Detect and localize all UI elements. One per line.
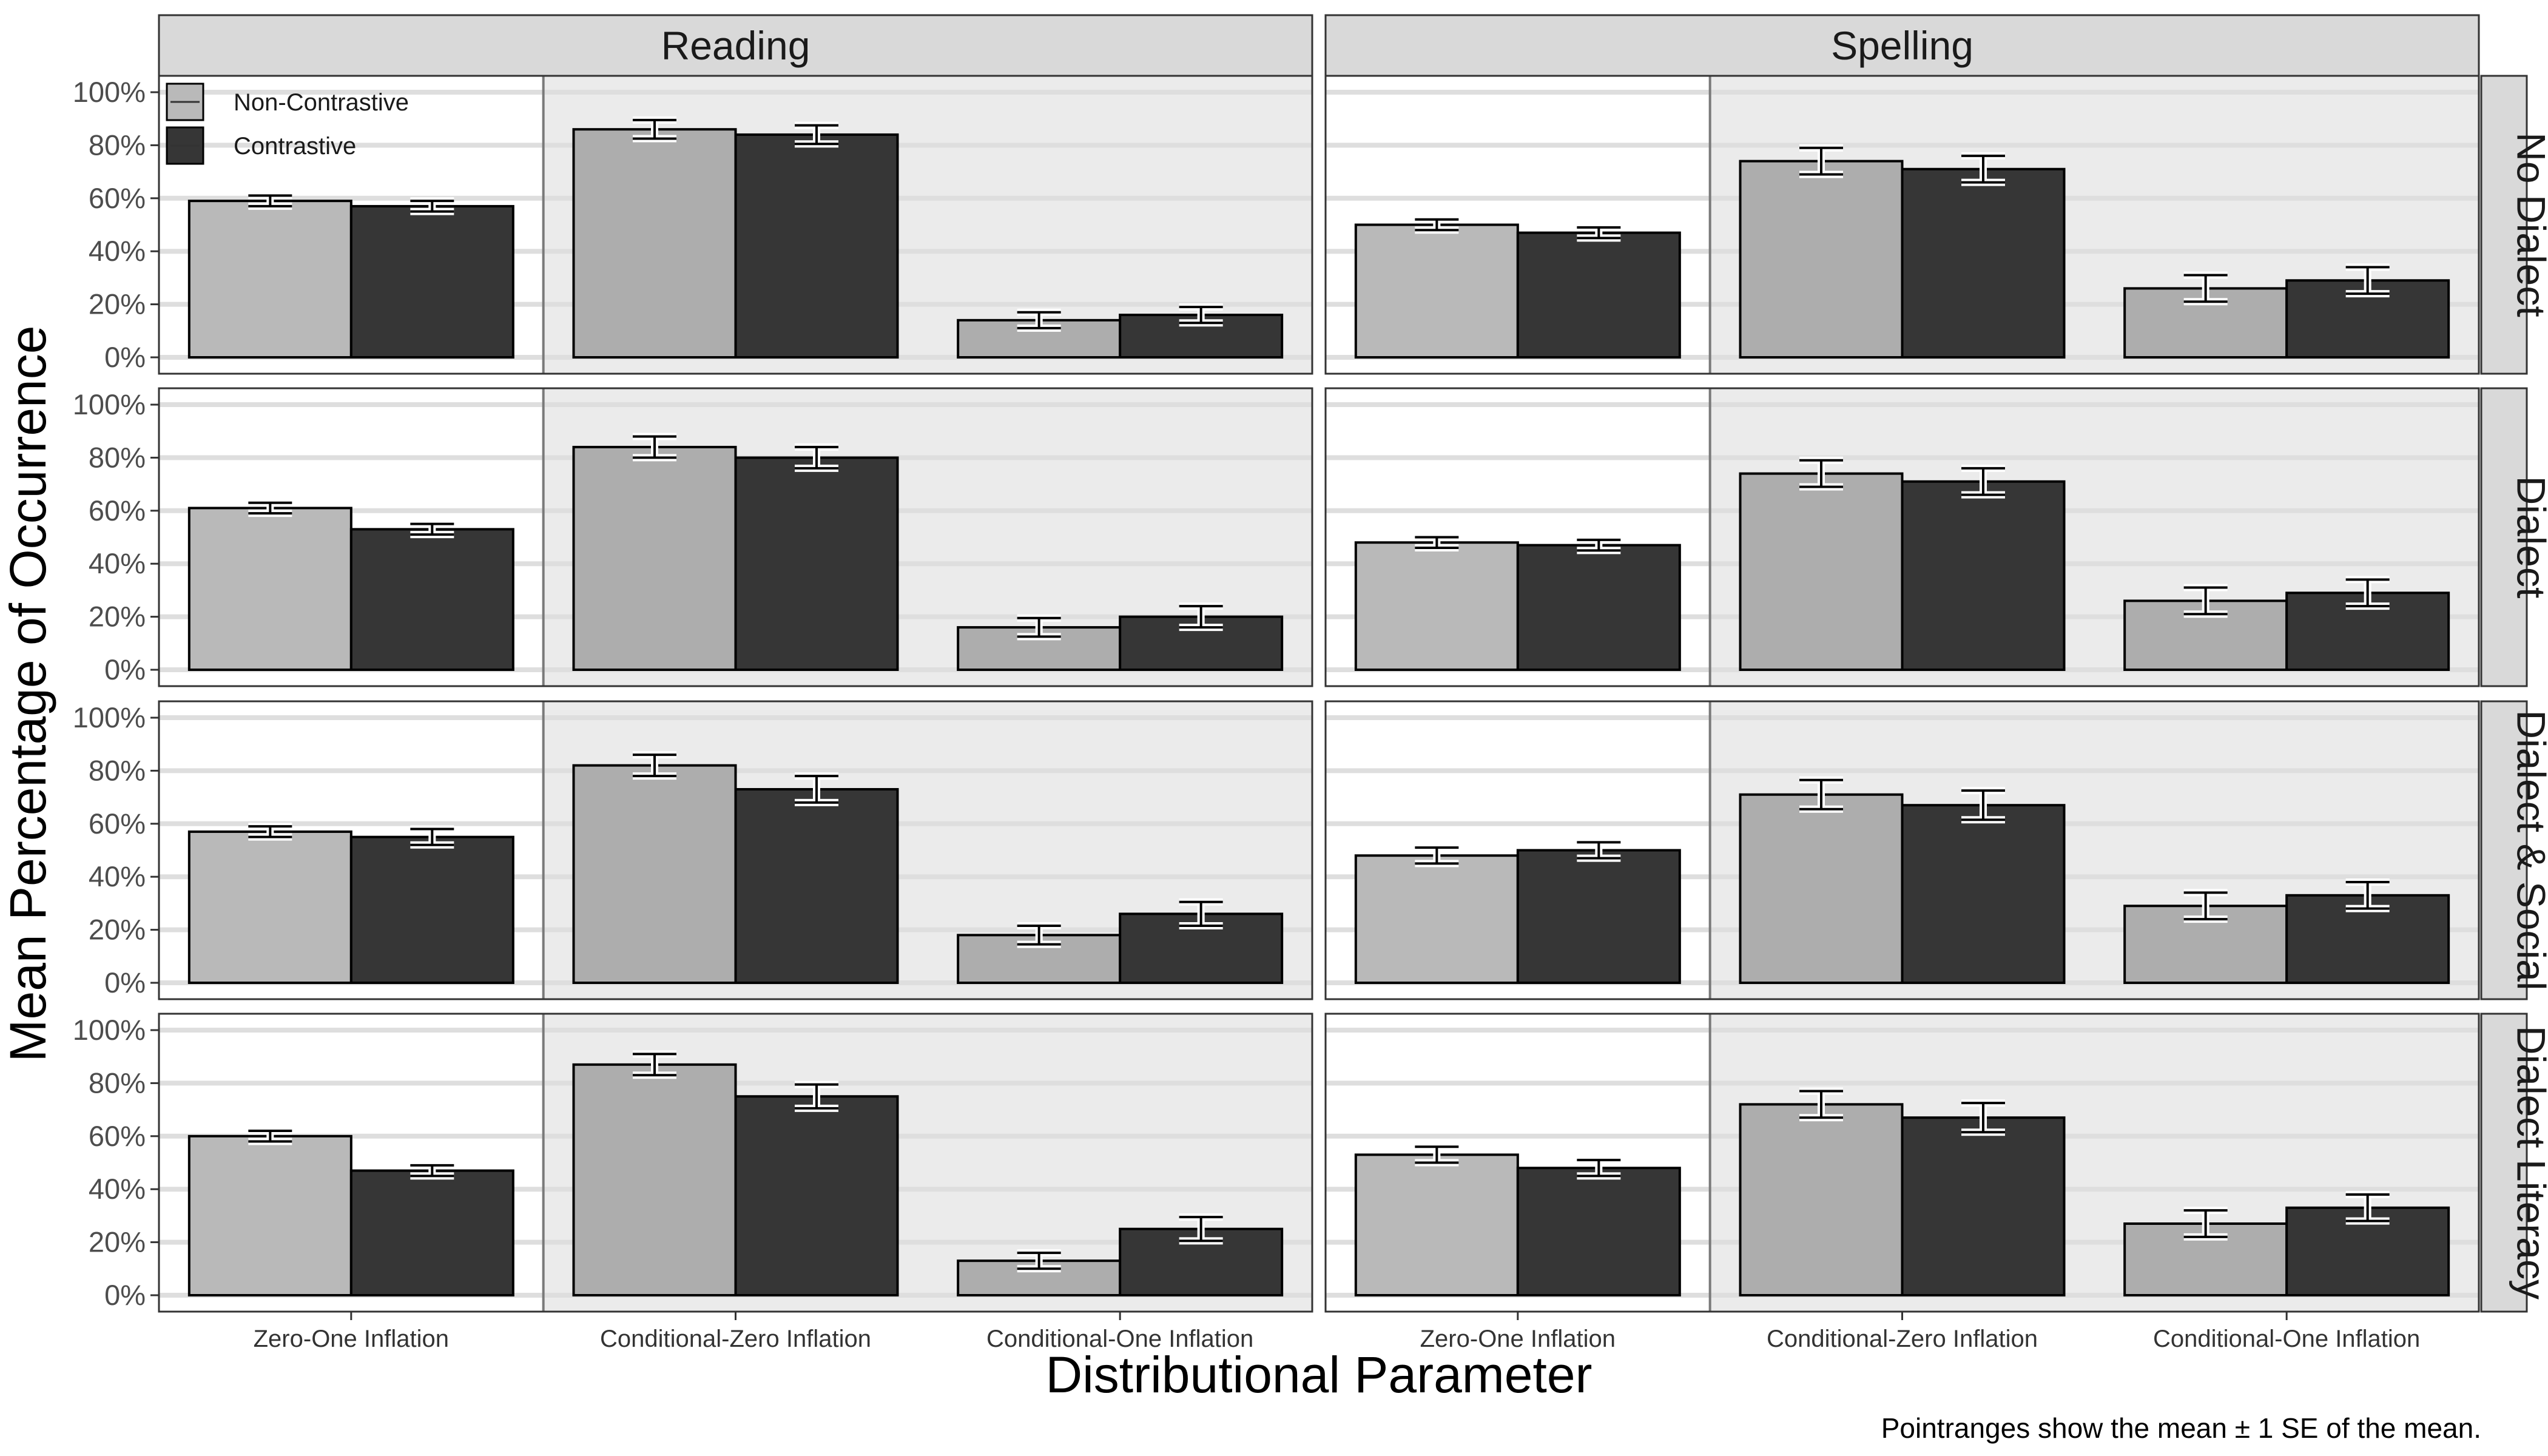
bar xyxy=(734,133,899,359)
x-axis-title: Distributional Parameter xyxy=(1045,1346,1592,1403)
panel-reading-dialect: 0% 20% 40% 60% 80% 100% xyxy=(73,387,1313,687)
bar xyxy=(1516,849,1681,984)
bar xyxy=(1354,854,1519,984)
row-strip-dialect xyxy=(2480,387,2528,687)
bar xyxy=(734,787,899,984)
x-tick-label: Zero-One Inflation xyxy=(1420,1326,1616,1352)
y-tick-label: 40% xyxy=(89,235,146,267)
row-strip-no-dialect xyxy=(2480,75,2528,375)
panel-reading-dialect-literacy: 0% 20% 40% 60% 80% 100% xyxy=(73,1013,1313,1313)
bar xyxy=(1901,804,2066,984)
bar xyxy=(1901,480,2066,671)
panel-border xyxy=(1324,700,2480,1000)
panel-spelling-dialect-literacy xyxy=(1324,1013,2480,1313)
facet-strip-spelling xyxy=(1324,14,2480,77)
bar xyxy=(349,528,514,672)
y-tick-label: 60% xyxy=(89,182,146,214)
bar xyxy=(1516,231,1681,359)
bar xyxy=(572,445,737,671)
y-tick-label: 20% xyxy=(89,914,146,946)
y-tick-label: 60% xyxy=(89,1120,146,1152)
legend: Non-Contrastive Contrastive xyxy=(166,83,409,165)
panel-border xyxy=(158,700,1313,1000)
row-strip-label: Dialect xyxy=(2509,476,2548,599)
row-strip-dialect-social xyxy=(2480,700,2528,1000)
bar xyxy=(572,764,737,985)
facet-strip-label: Reading xyxy=(661,23,811,68)
y-tick-label: 20% xyxy=(89,601,146,633)
panel-spelling-no-dialect xyxy=(1324,75,2480,375)
x-tick-label: Conditional-One Inflation xyxy=(986,1326,1253,1352)
y-axis-title: Mean Percentage of Occurrence xyxy=(0,326,56,1062)
panel-spelling-dialect xyxy=(1324,387,2480,687)
x-tick-label: Conditional-Zero Inflation xyxy=(600,1326,871,1352)
bar xyxy=(187,507,352,671)
facet-strip-label: Spelling xyxy=(1831,23,1973,68)
y-tick-label: 100% xyxy=(73,701,146,733)
bar xyxy=(1516,1167,1681,1296)
bar xyxy=(349,1169,514,1296)
y-tick-label: 0% xyxy=(104,966,146,999)
bar xyxy=(349,204,514,359)
bar xyxy=(1739,160,1904,359)
y-tick-label: 60% xyxy=(89,494,146,527)
panel-spelling-dialect-social xyxy=(1324,700,2480,1000)
y-tick-label: 100% xyxy=(73,388,146,420)
legend-label: Non-Contrastive xyxy=(234,89,409,116)
y-tick-label: 60% xyxy=(89,807,146,840)
bar xyxy=(1901,167,2066,359)
y-tick-label: 80% xyxy=(89,441,146,473)
bar xyxy=(734,456,899,672)
x-tick-label: Zero-One Inflation xyxy=(254,1326,449,1352)
bar xyxy=(1901,1116,2066,1296)
bar xyxy=(1354,1153,1519,1297)
legend-label: Contrastive xyxy=(234,133,356,160)
bar xyxy=(1354,541,1519,671)
bar xyxy=(1739,472,1904,671)
y-tick-label: 100% xyxy=(73,76,146,108)
bar xyxy=(1354,223,1519,359)
bar xyxy=(187,200,352,359)
bar xyxy=(1739,793,1904,984)
panel-reading-no-dialect: 0% 20% 40% 60% 80% 100% xyxy=(73,75,1313,375)
bar xyxy=(187,830,352,985)
y-tick-label: 0% xyxy=(104,653,146,686)
y-tick-label: 40% xyxy=(89,547,146,579)
y-tick-label: 80% xyxy=(89,1067,146,1099)
x-tick-label: Conditional-Zero Inflation xyxy=(1767,1326,2038,1352)
row-strip-dialect-literacy xyxy=(2480,1013,2528,1313)
y-tick-label: 40% xyxy=(89,1173,146,1205)
y-tick-label: 40% xyxy=(89,860,146,892)
y-tick-label: 0% xyxy=(104,341,146,373)
bar xyxy=(734,1095,899,1296)
bar xyxy=(572,1063,737,1297)
y-tick-label: 100% xyxy=(73,1014,146,1046)
y-tick-label: 20% xyxy=(89,288,146,320)
chart-caption: Pointranges show the mean ± 1 SE of the … xyxy=(1881,1412,2481,1444)
row-strip-label: No Dialect xyxy=(2509,132,2548,317)
x-tick-label: Conditional-One Inflation xyxy=(2153,1326,2420,1352)
bar xyxy=(1516,544,1681,671)
bar xyxy=(349,835,514,985)
bar xyxy=(572,128,737,359)
panel-border xyxy=(1324,75,2480,375)
y-tick-label: 20% xyxy=(89,1226,146,1258)
panel-border xyxy=(158,387,1313,687)
row-strip-label: Dialect & Social xyxy=(2509,710,2548,990)
facet-strip-reading xyxy=(158,14,1313,77)
bar xyxy=(1739,1103,1904,1296)
y-tick-label: 0% xyxy=(104,1279,146,1311)
panel-border xyxy=(1324,387,2480,687)
panel-reading-dialect-social: 0% 20% 40% 60% 80% 100% xyxy=(73,700,1313,1000)
y-tick-label: 80% xyxy=(89,129,146,161)
bar xyxy=(187,1134,352,1297)
row-strip-label: Dialect Literacy xyxy=(2509,1026,2548,1299)
y-tick-label: 80% xyxy=(89,754,146,786)
panel-border xyxy=(158,75,1313,375)
